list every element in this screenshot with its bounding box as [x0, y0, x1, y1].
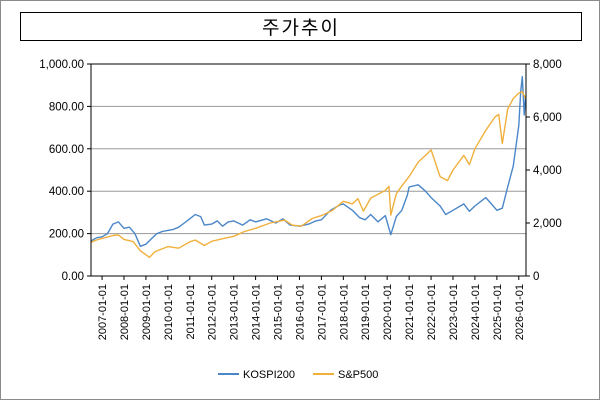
- series-line-sp500: [90, 91, 527, 259]
- xtick-label-10: 2017-01-01: [316, 284, 328, 340]
- ytick-right-label-4: 8,000: [533, 59, 562, 71]
- xtick-label-13: 2020-01-01: [382, 284, 394, 340]
- xtick-label-16: 2023-01-01: [448, 284, 460, 340]
- legend-label-sp500: S&P500: [338, 369, 378, 381]
- xtick-label-3: 2010-01-01: [163, 284, 175, 340]
- ytick-right-label-1: 2,000: [533, 218, 562, 230]
- series-line-kospi200: [90, 76, 527, 247]
- ytick-left-label-1: 200.00: [49, 229, 84, 241]
- xtick-label-19: 2026-01-01: [514, 284, 526, 340]
- legend-label-kospi200: KOSPI200: [243, 369, 295, 381]
- ytick-right-label-2: 4,000: [533, 165, 562, 177]
- xtick-label-17: 2024-01-01: [470, 284, 482, 340]
- ytick-left-label-0: 0.00: [62, 271, 84, 283]
- xtick-label-0: 2007-01-01: [97, 284, 109, 340]
- chart-title: 주가추이: [20, 12, 582, 41]
- ytick-left-label-2: 400.00: [49, 186, 84, 198]
- ytick-left-label-5: 1,000.00: [39, 59, 84, 71]
- xtick-label-14: 2021-01-01: [404, 284, 416, 340]
- xtick-label-8: 2015-01-01: [273, 284, 285, 340]
- xtick-label-15: 2022-01-01: [426, 284, 438, 340]
- xtick-label-12: 2019-01-01: [360, 284, 372, 340]
- xtick-label-9: 2016-01-01: [294, 284, 306, 340]
- ytick-right-label-0: 0: [533, 271, 539, 283]
- xtick-label-6: 2013-01-01: [229, 284, 241, 340]
- xtick-label-4: 2011-01-01: [185, 284, 197, 339]
- plot-area: [91, 64, 526, 276]
- xtick-label-2: 2009-01-01: [141, 284, 153, 340]
- ytick-left-label-3: 600.00: [49, 144, 84, 156]
- xtick-label-5: 2012-01-01: [207, 284, 219, 340]
- ytick-left-label-4: 800.00: [49, 101, 84, 113]
- xtick-label-18: 2025-01-01: [492, 284, 504, 340]
- xtick-label-7: 2014-01-01: [251, 284, 263, 340]
- ytick-right-label-3: 6,000: [533, 112, 562, 124]
- xtick-label-11: 2018-01-01: [338, 284, 350, 340]
- xtick-label-1: 2008-01-01: [119, 284, 131, 340]
